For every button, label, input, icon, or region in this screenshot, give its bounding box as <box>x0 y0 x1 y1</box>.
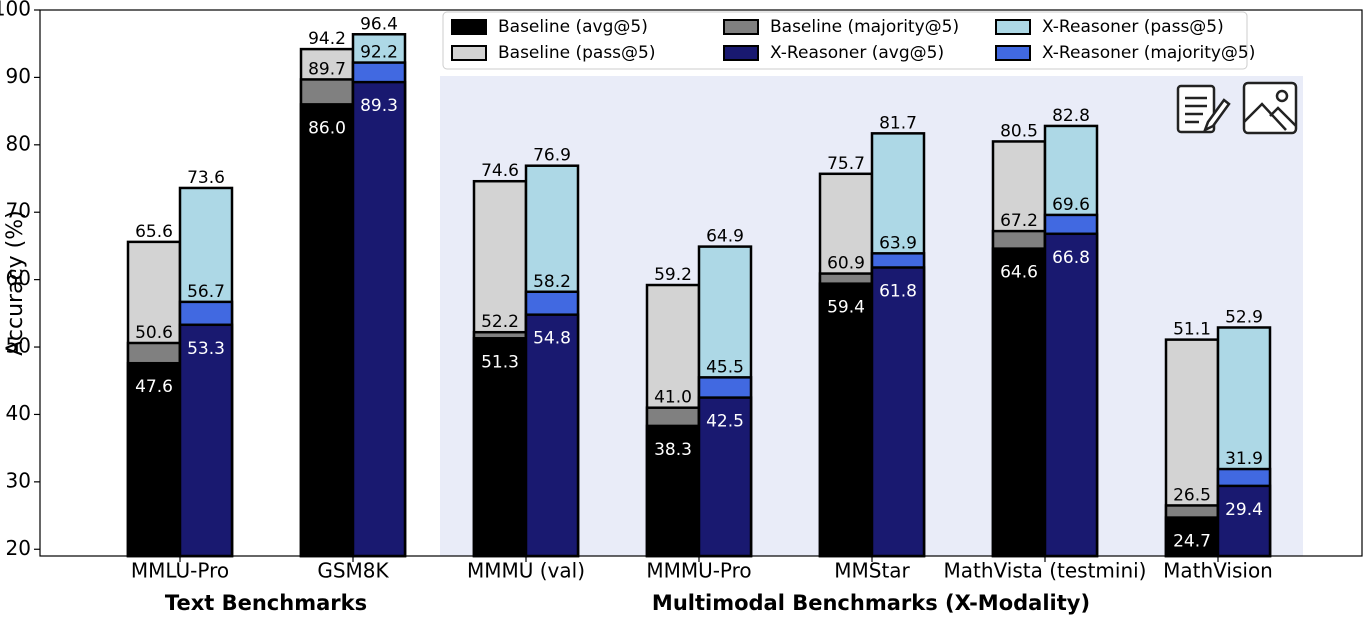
value-label: 66.8 <box>1052 248 1090 268</box>
value-label: 54.8 <box>533 329 571 349</box>
legend-swatch <box>451 19 487 35</box>
x-tick-label: MathVision <box>1163 559 1273 583</box>
y-tick-label: 50 <box>6 334 31 358</box>
value-label: 26.5 <box>1173 485 1211 505</box>
bar <box>818 282 874 558</box>
y-tick-label: 30 <box>6 468 31 492</box>
icons <box>1176 81 1298 135</box>
legend-label: Baseline (pass@5) <box>498 43 655 63</box>
value-label: 59.4 <box>827 298 865 318</box>
bar <box>1043 232 1099 558</box>
value-label: 75.7 <box>827 154 865 174</box>
value-label: 63.9 <box>879 233 917 253</box>
bar <box>697 396 753 558</box>
value-label: 96.4 <box>360 14 398 34</box>
value-label: 64.6 <box>1000 263 1038 283</box>
value-label: 56.7 <box>187 282 225 302</box>
y-tick-label: 60 <box>6 266 31 290</box>
legend-swatch <box>995 19 1031 35</box>
value-label: 51.3 <box>481 352 519 372</box>
value-label: 69.6 <box>1052 195 1090 215</box>
y-axis-label: Accuracy (%) <box>3 210 28 356</box>
value-label: 31.9 <box>1225 449 1263 469</box>
legend-label: X-Reasoner (pass@5) <box>1042 17 1224 37</box>
bar <box>524 313 580 558</box>
bar <box>870 266 926 558</box>
y-tick-label: 80 <box>6 131 31 155</box>
bar <box>178 323 234 558</box>
value-label: 29.4 <box>1225 500 1263 520</box>
group-label: Multimodal Benchmarks (X-Modality) <box>652 591 1090 615</box>
legend-label: Baseline (majority@5) <box>770 17 959 37</box>
x-tick-label: MMStar <box>834 559 910 583</box>
value-label: 94.2 <box>308 29 346 49</box>
value-label: 24.7 <box>1173 532 1211 552</box>
value-label: 38.3 <box>654 440 692 460</box>
y-tick-label: 100 <box>0 0 31 21</box>
value-label: 61.8 <box>879 281 917 301</box>
value-label: 82.8 <box>1052 106 1090 126</box>
value-label: 74.6 <box>481 161 519 181</box>
value-label: 52.2 <box>481 312 519 332</box>
bar <box>472 337 528 558</box>
value-label: 45.5 <box>706 357 744 377</box>
x-tick-label: GSM8K <box>317 559 389 583</box>
legend-label: X-Reasoner (avg@5) <box>770 43 944 63</box>
x-tick-label: MathVista (testmini) <box>944 559 1147 583</box>
value-label: 59.2 <box>654 265 692 285</box>
legend-label: X-Reasoner (majority@5) <box>1042 43 1255 63</box>
value-label: 73.6 <box>187 168 225 188</box>
value-label: 92.2 <box>360 43 398 63</box>
bar <box>351 80 407 558</box>
value-label: 80.5 <box>1000 121 1038 141</box>
value-label: 41.0 <box>654 388 692 408</box>
value-label: 65.6 <box>135 222 173 242</box>
value-label: 89.7 <box>308 59 346 79</box>
legend-swatch <box>451 45 487 61</box>
value-label: 58.2 <box>533 272 571 292</box>
legend-box <box>442 11 1248 70</box>
legend-swatch <box>995 45 1031 61</box>
plot-frame <box>39 9 1363 557</box>
value-label: 50.6 <box>135 323 173 343</box>
value-label: 60.9 <box>827 254 865 274</box>
legend-swatch <box>723 19 759 35</box>
value-label: 81.7 <box>879 113 917 133</box>
value-label: 51.1 <box>1173 320 1211 340</box>
value-label: 76.9 <box>533 146 571 166</box>
value-label: 67.2 <box>1000 211 1038 231</box>
value-label: 86.0 <box>308 118 346 138</box>
value-label: 53.3 <box>187 339 225 359</box>
value-label: 64.9 <box>706 227 744 247</box>
bar <box>1216 484 1272 558</box>
group-label: Text Benchmarks <box>165 591 367 615</box>
legend-swatch <box>723 45 759 61</box>
value-label: 47.6 <box>135 377 173 397</box>
legend-label: Baseline (avg@5) <box>498 17 648 37</box>
x-tick-label: MMLU-Pro <box>131 559 229 583</box>
y-tick-label: 70 <box>6 199 31 223</box>
y-tick-label: 90 <box>6 64 31 88</box>
y-tick-label: 40 <box>6 401 31 425</box>
y-tick-label: 20 <box>6 536 31 560</box>
value-label: 89.3 <box>360 96 398 116</box>
bar <box>991 247 1047 558</box>
x-tick-label: MMMU-Pro <box>646 559 751 583</box>
value-label: 52.9 <box>1225 307 1263 327</box>
bar <box>299 103 355 558</box>
x-tick-label: MMMU (val) <box>467 559 585 583</box>
value-label: 42.5 <box>706 412 744 432</box>
